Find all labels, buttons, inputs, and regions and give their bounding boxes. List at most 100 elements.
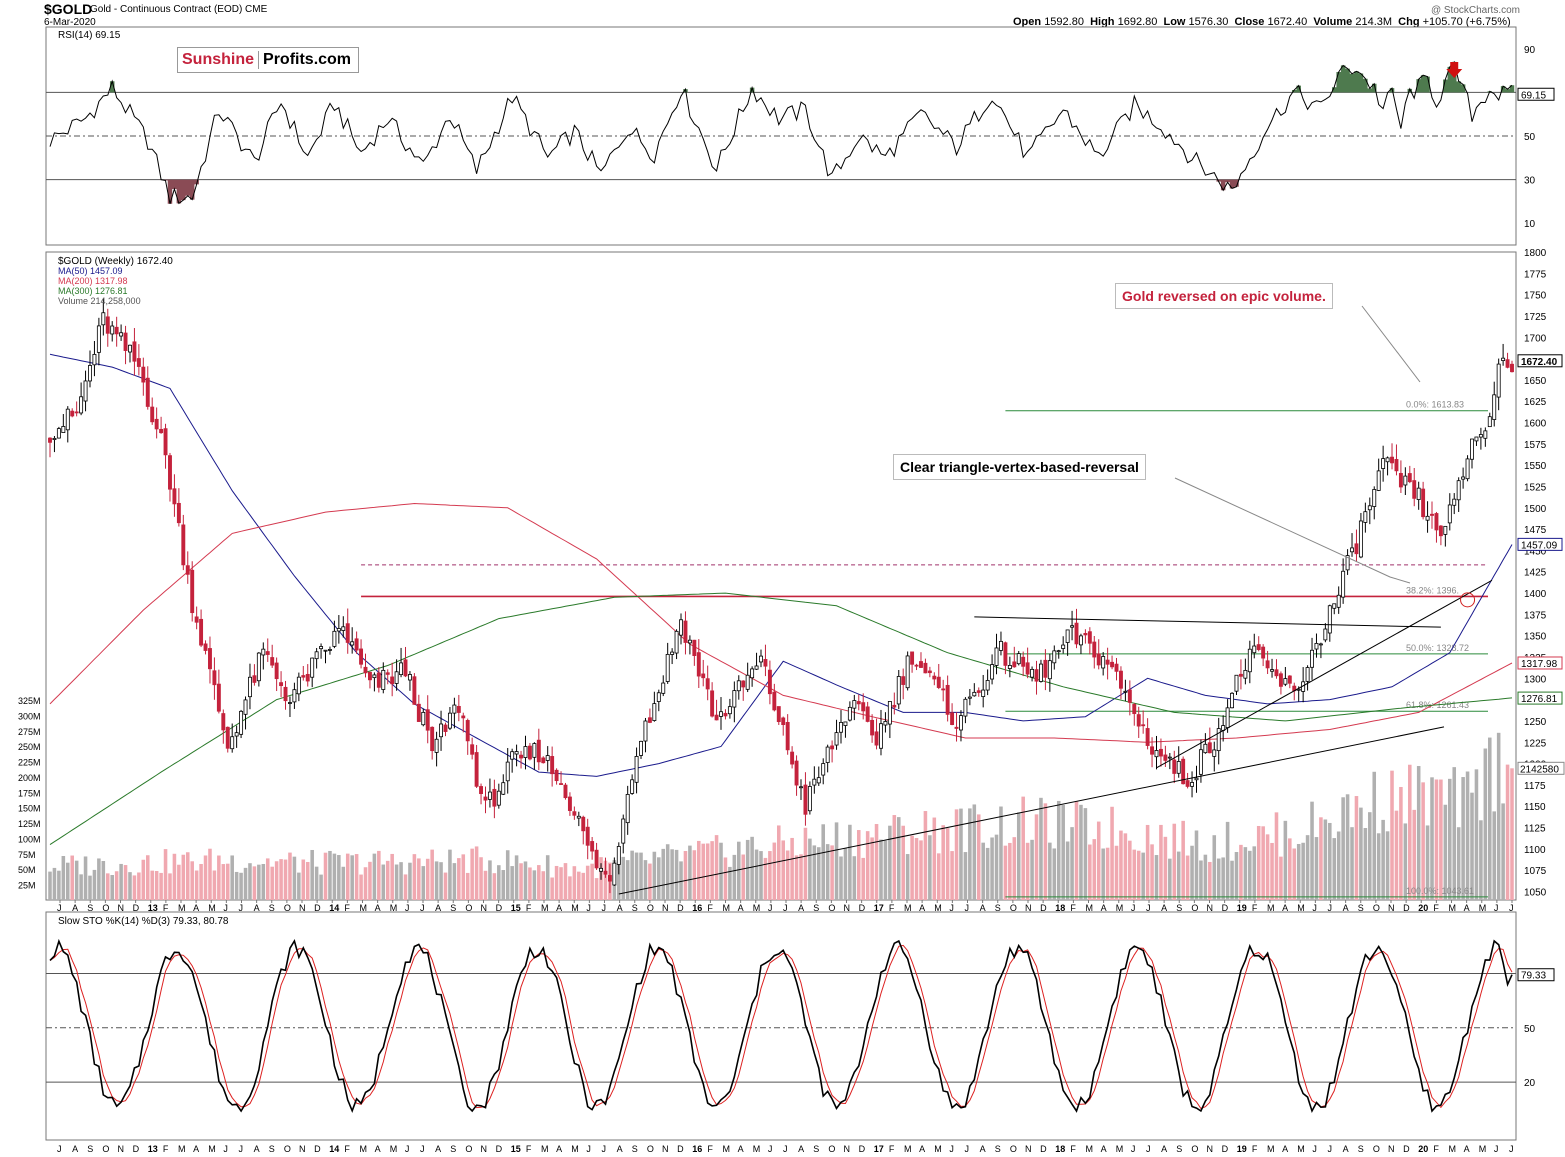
x-tick-label-bottom: M [904,1144,912,1154]
volume-bar [572,866,577,900]
x-tick-label-mid: F [1252,903,1258,913]
volume-bar [283,859,288,900]
volume-bar [332,853,337,900]
x-tick-label-mid: D [1222,903,1229,913]
x-tick-label-mid: A [738,903,744,913]
volume-tick-label-2: 275M [18,727,41,737]
volume-bar [114,871,119,900]
x-tick-label-mid: O [102,903,109,913]
x-tick-label-mid: D [677,903,684,913]
volume-bar [1452,767,1457,900]
volume-bar [172,853,177,900]
volume-bar [759,851,763,900]
x-tick-label-mid: J [1131,903,1136,913]
x-tick-label-mid: A [617,903,623,913]
candle-body [363,666,368,674]
volume-bar [883,840,888,900]
price-tick-label-2: 1750 [1524,291,1547,302]
stoch-tick-label-1: 50 [1524,1024,1536,1035]
x-tick-label-mid: O [1010,903,1017,913]
volume-bar [328,850,332,900]
candle-body [123,332,128,351]
candle-body [168,455,172,490]
x-tick-label-bottom: S [995,1144,1001,1154]
candle-body [319,646,324,650]
ohlc-value-low: 1576.30 [1188,16,1229,28]
volume-bar [101,861,106,900]
candle-body [1194,777,1199,781]
candle-body [785,721,790,751]
volume-bar [1345,794,1350,900]
candle-body [119,332,124,337]
vertex-circle-marker [1460,592,1476,608]
volume-bar [630,850,634,900]
volume-bar [1319,817,1323,900]
x-tick-label-bottom: F [1070,1144,1076,1154]
volume-bar [501,870,506,900]
x-tick-label-mid: M [1449,903,1457,913]
x-tick-label-bottom: M [571,1144,579,1154]
candle-body [248,676,252,698]
ohlc-label-close: Close [1234,16,1265,28]
candle-body [696,652,701,677]
candle-body [345,623,350,643]
volume-tick-label-8: 125M [18,819,41,829]
x-tick-label-mid: 15 [511,903,521,913]
price-tick-label-8: 1600 [1524,419,1547,430]
candle-body [830,745,835,750]
x-tick-label-bottom: S [632,1144,638,1154]
candle-body [1039,663,1043,682]
price-tick-label-4: 1700 [1524,333,1547,344]
x-tick-label-mid: 17 [874,903,884,913]
candle-body [1345,555,1350,571]
price-tick-label-13: 1475 [1524,525,1547,536]
candle-body [767,669,772,695]
x-tick-label-bottom: O [102,1144,109,1154]
chart-subtitle: Gold - Continuous Contract (EOD) CME [90,4,268,15]
candle-body [239,710,244,735]
x-tick-label-mid: N [1025,903,1032,913]
x-tick-label-bottom: N [1207,1144,1214,1154]
volume-bar [265,858,270,900]
price-tick-label-9: 1575 [1524,440,1547,451]
volume-bar [1176,851,1181,900]
candle-body [1332,603,1337,609]
candle-body [372,674,377,679]
volume-bar [617,857,621,900]
volume-bar [1025,842,1030,900]
volume-value-tag-box [1517,761,1565,775]
volume-bar [474,846,479,900]
candle-body [1407,473,1412,483]
x-tick-label-bottom: 20 [1418,1144,1428,1154]
candle-body [341,626,346,631]
volume-bar [372,853,377,900]
triangle-upper-line [974,616,1441,628]
candle-body [847,706,852,721]
volume-bar [1105,847,1110,900]
candle-body [1403,475,1408,486]
x-tick-label-mid: N [299,903,306,913]
x-tick-label-bottom: J [1131,1144,1136,1154]
volume-bar [137,872,141,900]
candle-body [1425,515,1430,521]
candle-body [923,662,928,674]
volume-bar [154,870,159,900]
candle-body [381,669,386,690]
candle-body [1310,649,1314,668]
x-tick-label-mid: M [723,903,731,913]
volume-bar [439,862,443,900]
volume-bar [1016,812,1021,900]
candle-body [83,380,88,402]
volume-bar [825,844,830,900]
volume-bar [399,862,403,900]
x-tick-label-bottom: D [314,1144,321,1154]
candle-body [550,756,555,775]
volume-bar [403,874,408,900]
volume-bar [177,864,181,900]
volume-bar [865,831,870,900]
volume-bar [1350,827,1354,900]
candle-body [412,676,417,705]
volume-bar [1501,803,1505,900]
candle-body [1305,667,1310,682]
